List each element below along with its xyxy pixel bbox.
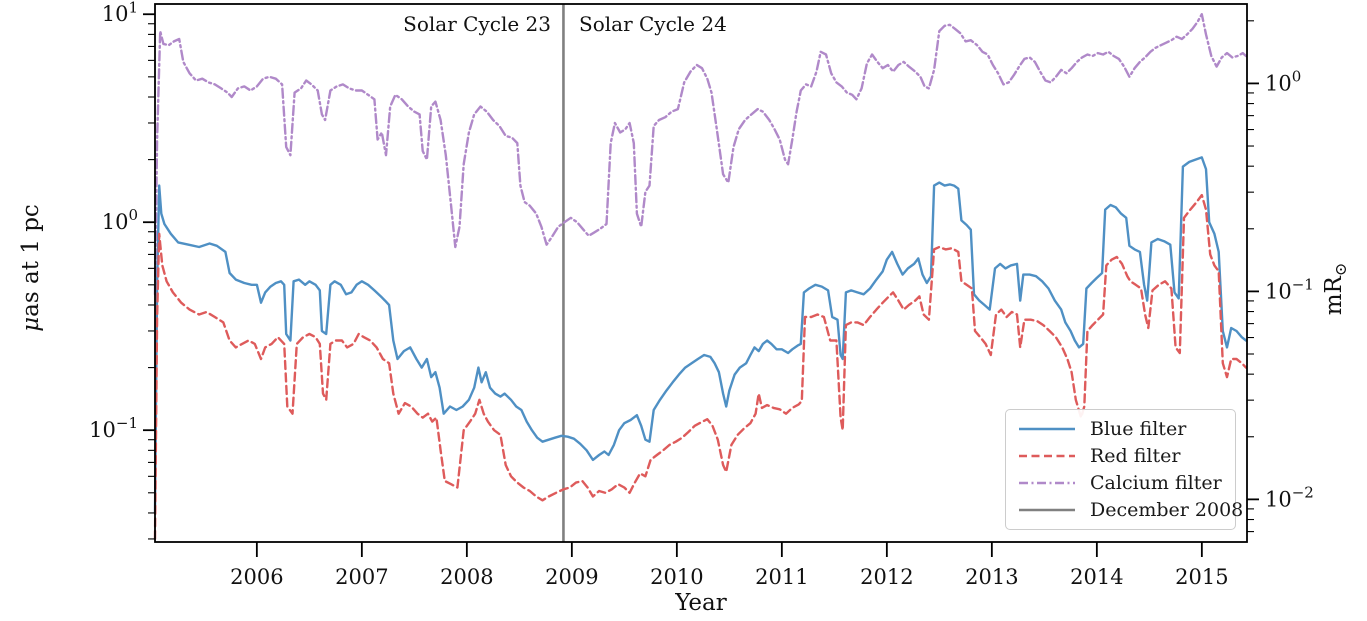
x-axis-label: Year	[674, 590, 727, 616]
legend-line-sample	[1019, 481, 1075, 485]
x-tick-label: 2009	[545, 565, 598, 589]
right-y-axis-label-main: mR	[1321, 275, 1347, 315]
annotation-solar-cycle-24: Solar Cycle 24	[579, 12, 727, 36]
x-tick-label: 2008	[440, 565, 493, 589]
log-tick-label: 100	[102, 206, 138, 234]
log-tick-label: 10−2	[1265, 483, 1314, 511]
x-tick-label: 2014	[1070, 565, 1123, 589]
legend-label: Calcium filter	[1090, 471, 1222, 494]
left-y-axis-label-mu: μ	[18, 317, 44, 332]
x-tick-label: 2011	[755, 565, 808, 589]
left-y-axis-label: μas at 1 pc	[18, 204, 44, 332]
left-tick-labels-group: 101 100 10−1	[89, 0, 138, 442]
legend-item-red-filter: Red filter	[1018, 444, 1225, 468]
annotation-solar-cycle-23: Solar Cycle 23	[403, 12, 551, 36]
series-red-filter	[153, 193, 1248, 541]
plot-border	[154, 3, 1248, 543]
legend: Blue filter Red filter Calcium filter Decem…	[1005, 409, 1243, 530]
series-blue-filter	[153, 156, 1248, 515]
x-tick-label: 2015	[1175, 565, 1228, 589]
legend-line-sample	[1019, 454, 1075, 458]
legend-line-sample	[1019, 508, 1075, 511]
legend-item-december-2008: December 2008	[1018, 498, 1243, 522]
legend-item-blue-filter: Blue filter	[1018, 417, 1225, 441]
log-tick-label: 10−1	[89, 414, 138, 442]
x-tick-label: 2012	[860, 565, 913, 589]
legend-label: Red filter	[1090, 445, 1181, 468]
legend-label: December 2008	[1090, 498, 1244, 521]
log-tick-label: 101	[102, 0, 138, 26]
x-tick-label: 2006	[230, 565, 283, 589]
x-tick-label: 2013	[965, 565, 1018, 589]
log-tick-label: 10−1	[1265, 275, 1314, 303]
data-series-group	[153, 13, 1248, 541]
right-y-axis-label-sun-symbol: ⊙	[1331, 263, 1350, 276]
series-calcium-filter	[153, 13, 1248, 296]
axis-ticks-group	[143, 13, 1259, 557]
legend-item-calcium-filter: Calcium filter	[1018, 471, 1225, 495]
right-y-axis-label: mR⊙	[1321, 263, 1350, 316]
legend-label: Blue filter	[1090, 418, 1187, 441]
x-tick-label: 2010	[650, 565, 703, 589]
x-tick-label: 2007	[335, 565, 388, 589]
left-y-axis-label-rest: as at 1 pc	[18, 204, 44, 317]
log-tick-label: 100	[1265, 67, 1301, 95]
right-tick-labels-group: 100 10−1 10−2	[1265, 67, 1314, 511]
x-tick-labels-group: 2006 2007 2008 2009 2010 2011 2012 2013 2014 2015	[230, 565, 1228, 589]
legend-line-sample	[1019, 428, 1075, 431]
